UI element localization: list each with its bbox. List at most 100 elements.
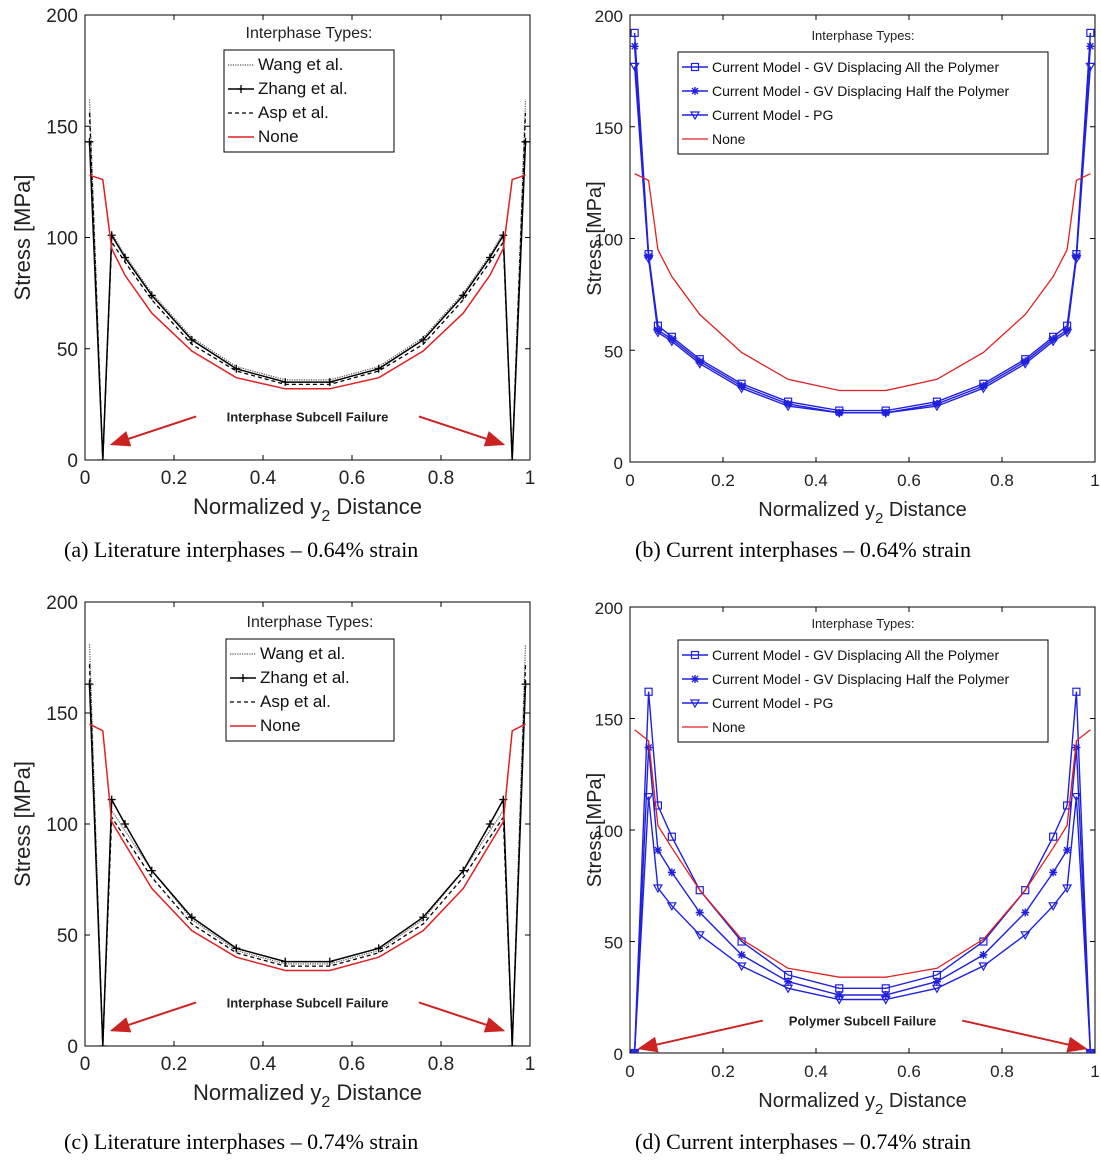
x-axis-label-tail: Distance — [883, 499, 966, 521]
chart-b: 0 0.2 0.4 0.6 0.8 1 0 50 100 150 200 Normalized y2 … — [584, 7, 1100, 527]
data-point — [85, 680, 94, 689]
data-point — [653, 846, 662, 855]
legend-marker — [691, 675, 699, 683]
data-point — [695, 908, 704, 917]
y-tick-label: 0 — [67, 451, 78, 472]
data-point — [1049, 832, 1058, 841]
legend-title: Interphase Types: — [247, 614, 374, 631]
y-tick-label: 50 — [57, 926, 78, 947]
series-3 — [88, 112, 527, 460]
data-point — [459, 866, 468, 875]
data-point — [1020, 360, 1031, 369]
data-point — [784, 977, 793, 986]
x-tick-label: 1 — [525, 1054, 536, 1075]
y-tick-label: 150 — [595, 119, 623, 138]
legend-item: Wang et al. — [230, 644, 345, 663]
x-tick-label: 0.4 — [804, 471, 828, 490]
legend-label: None — [712, 719, 746, 735]
data-point — [736, 962, 747, 972]
data-point — [1085, 1049, 1095, 1053]
series-line — [88, 112, 527, 460]
series-2 — [630, 743, 1095, 1053]
x-tick-label: 0.4 — [804, 1062, 828, 1081]
x-axis-label-subscript: 2 — [321, 508, 330, 525]
data-point — [630, 1049, 640, 1053]
data-point — [694, 931, 705, 941]
series-line — [88, 644, 527, 1046]
legend-item: Current Model - PG — [682, 695, 833, 711]
legend-item: None — [682, 719, 746, 735]
legend-item: Zhang et al. — [228, 79, 348, 98]
data-point — [630, 28, 639, 37]
data-point — [85, 137, 94, 146]
data-point — [979, 950, 988, 959]
data-point — [643, 255, 654, 264]
data-point — [736, 384, 747, 394]
annotation-arrow-left — [109, 415, 197, 447]
x-tick-label: 0.8 — [990, 471, 1014, 490]
y-tick-label: 100 — [595, 822, 623, 841]
x-tick-label: 0.2 — [711, 471, 735, 490]
legend-item: Asp et al. — [228, 103, 329, 122]
legend-marker — [237, 85, 245, 93]
legend-title: Interphase Types: — [811, 28, 914, 43]
data-point — [652, 328, 663, 338]
x-tick-label: 0.8 — [428, 468, 454, 489]
data-point — [695, 886, 704, 895]
data-point — [783, 984, 794, 994]
data-point — [1072, 743, 1081, 752]
legend-box — [677, 51, 1049, 155]
legend-item: Current Model - GV Displacing All the Po… — [682, 647, 999, 663]
legend-box — [223, 49, 395, 153]
x-axis-label-subscript: 2 — [321, 1094, 330, 1111]
y-tick-label: 200 — [595, 599, 623, 618]
data-point — [187, 913, 196, 922]
legend-label: Asp et al. — [258, 103, 329, 122]
legend-title: Interphase Types: — [811, 616, 914, 631]
legend-label: Current Model - GV Displacing Half the P… — [712, 83, 1010, 99]
legend-label: Current Model - PG — [712, 695, 833, 711]
legend-item: Zhang et al. — [230, 668, 350, 687]
series-line — [88, 664, 527, 1046]
x-axis-label-subscript: 2 — [875, 1101, 883, 1118]
x-axis-label: Normalized y2 Distance — [758, 1090, 966, 1118]
data-point — [666, 337, 677, 347]
series-line — [633, 747, 1092, 1053]
data-point — [187, 335, 196, 344]
data-point — [521, 680, 530, 689]
annotation-text: Interphase Subcell Failure — [227, 409, 389, 424]
data-point — [147, 866, 156, 875]
series-line — [88, 141, 527, 460]
panel-a: 0 0.2 0.4 0.6 0.8 1 0 50 100 150 200 Normalized y2 … — [0, 0, 550, 580]
data-point — [1071, 792, 1082, 802]
y-tick-label: 0 — [614, 454, 623, 473]
x-tick-label: 0 — [625, 1062, 634, 1081]
x-tick-label: 0 — [625, 471, 634, 490]
y-tick-label: 0 — [67, 1037, 78, 1058]
data-point — [978, 384, 989, 394]
data-point — [667, 335, 676, 344]
x-tick-label: 0.6 — [339, 1054, 365, 1075]
data-point — [630, 62, 640, 72]
legend-marker — [691, 87, 699, 95]
series-line — [634, 173, 1091, 392]
legend-title: Interphase Types: — [246, 25, 373, 42]
x-axis-label-subscript: 2 — [875, 510, 883, 527]
legend-box — [677, 639, 1049, 743]
x-tick-label: 0.8 — [428, 1054, 454, 1075]
data-point — [1071, 255, 1082, 264]
legend-label: Current Model - GV Displacing All the Po… — [712, 59, 999, 75]
y-tick-label: 200 — [595, 7, 623, 26]
y-tick-label: 150 — [46, 704, 78, 725]
data-point — [1085, 62, 1095, 72]
data-point — [644, 687, 653, 696]
legend-item: Current Model - GV Displacing Half the P… — [682, 671, 1010, 687]
legend-item: None — [230, 716, 301, 735]
data-point — [784, 399, 793, 408]
annotation-arrow-left — [637, 1019, 764, 1053]
legend-item: None — [228, 127, 299, 146]
x-tick-label: 0.2 — [161, 1054, 187, 1075]
data-point — [499, 231, 508, 240]
data-point — [644, 743, 653, 752]
data-point — [1062, 328, 1073, 338]
